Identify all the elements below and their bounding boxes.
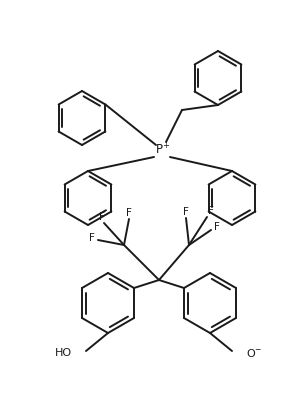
Text: F: F [99, 212, 105, 222]
Text: HO: HO [55, 348, 72, 358]
Text: F: F [183, 207, 189, 217]
Text: P$^{+}$: P$^{+}$ [155, 142, 171, 157]
Text: F: F [89, 233, 95, 243]
Text: F: F [214, 222, 220, 232]
Text: F: F [126, 208, 132, 218]
Text: O$^{-}$: O$^{-}$ [246, 347, 262, 359]
Text: F: F [208, 206, 214, 216]
